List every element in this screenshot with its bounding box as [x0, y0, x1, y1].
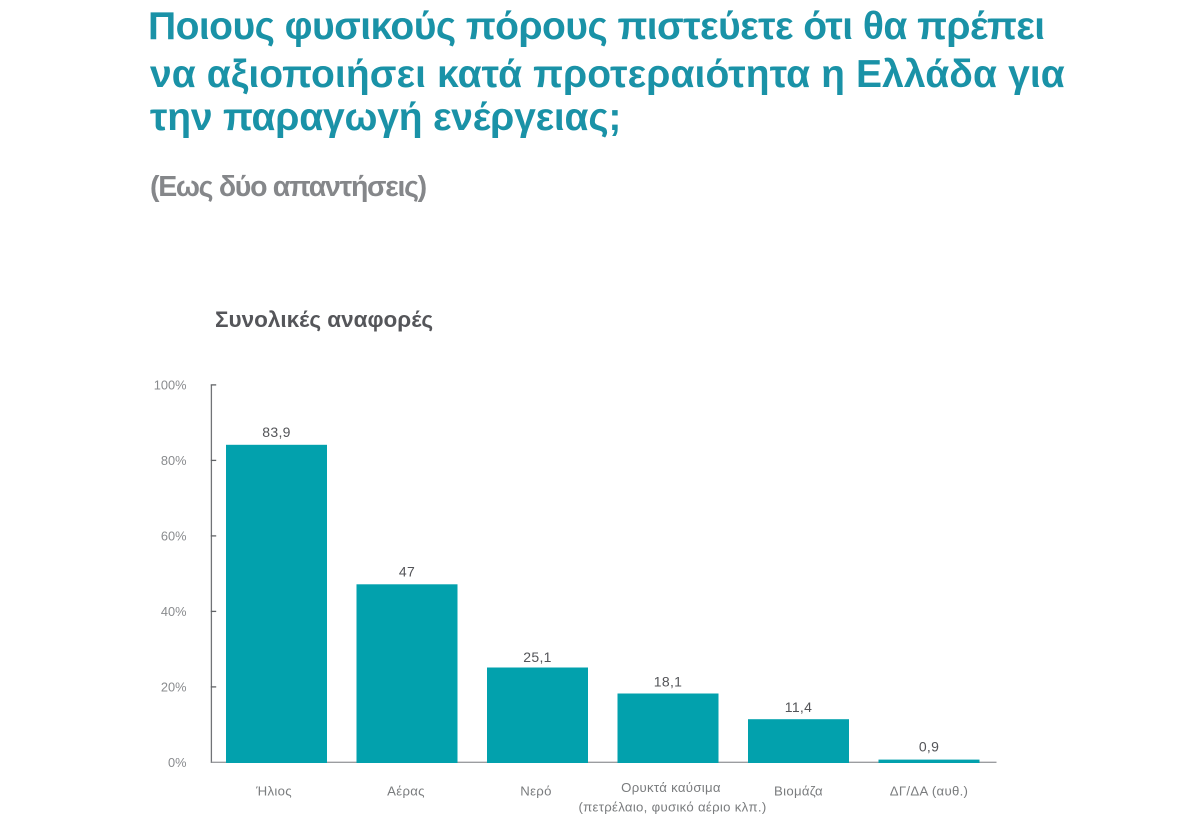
svg-text:Ορυκτά καύσιμα: Ορυκτά καύσιμα: [621, 780, 721, 795]
svg-text:ΔΓ/ΔΑ (αυθ.): ΔΓ/ΔΑ (αυθ.): [890, 784, 969, 799]
svg-text:80%: 80%: [161, 453, 187, 468]
svg-text:Βιομάζα: Βιομάζα: [774, 784, 823, 799]
svg-text:83,9: 83,9: [262, 424, 290, 440]
svg-text:(πετρέλαιο, φυσικό αέριο κλπ.): (πετρέλαιο, φυσικό αέριο κλπ.): [578, 799, 766, 814]
svg-text:0%: 0%: [168, 755, 187, 770]
svg-text:11,4: 11,4: [785, 699, 812, 715]
svg-text:18,1: 18,1: [654, 673, 682, 689]
svg-text:60%: 60%: [161, 528, 187, 543]
svg-text:0,9: 0,9: [919, 739, 939, 755]
svg-text:40%: 40%: [161, 604, 187, 619]
svg-text:Αέρας: Αέρας: [387, 784, 425, 799]
svg-text:47: 47: [399, 563, 415, 579]
svg-text:Ήλιος: Ήλιος: [255, 784, 292, 799]
svg-text:25,1: 25,1: [523, 649, 551, 665]
svg-text:100%: 100%: [154, 377, 187, 392]
svg-text:20%: 20%: [161, 679, 187, 694]
svg-text:Νερό: Νερό: [520, 784, 551, 799]
